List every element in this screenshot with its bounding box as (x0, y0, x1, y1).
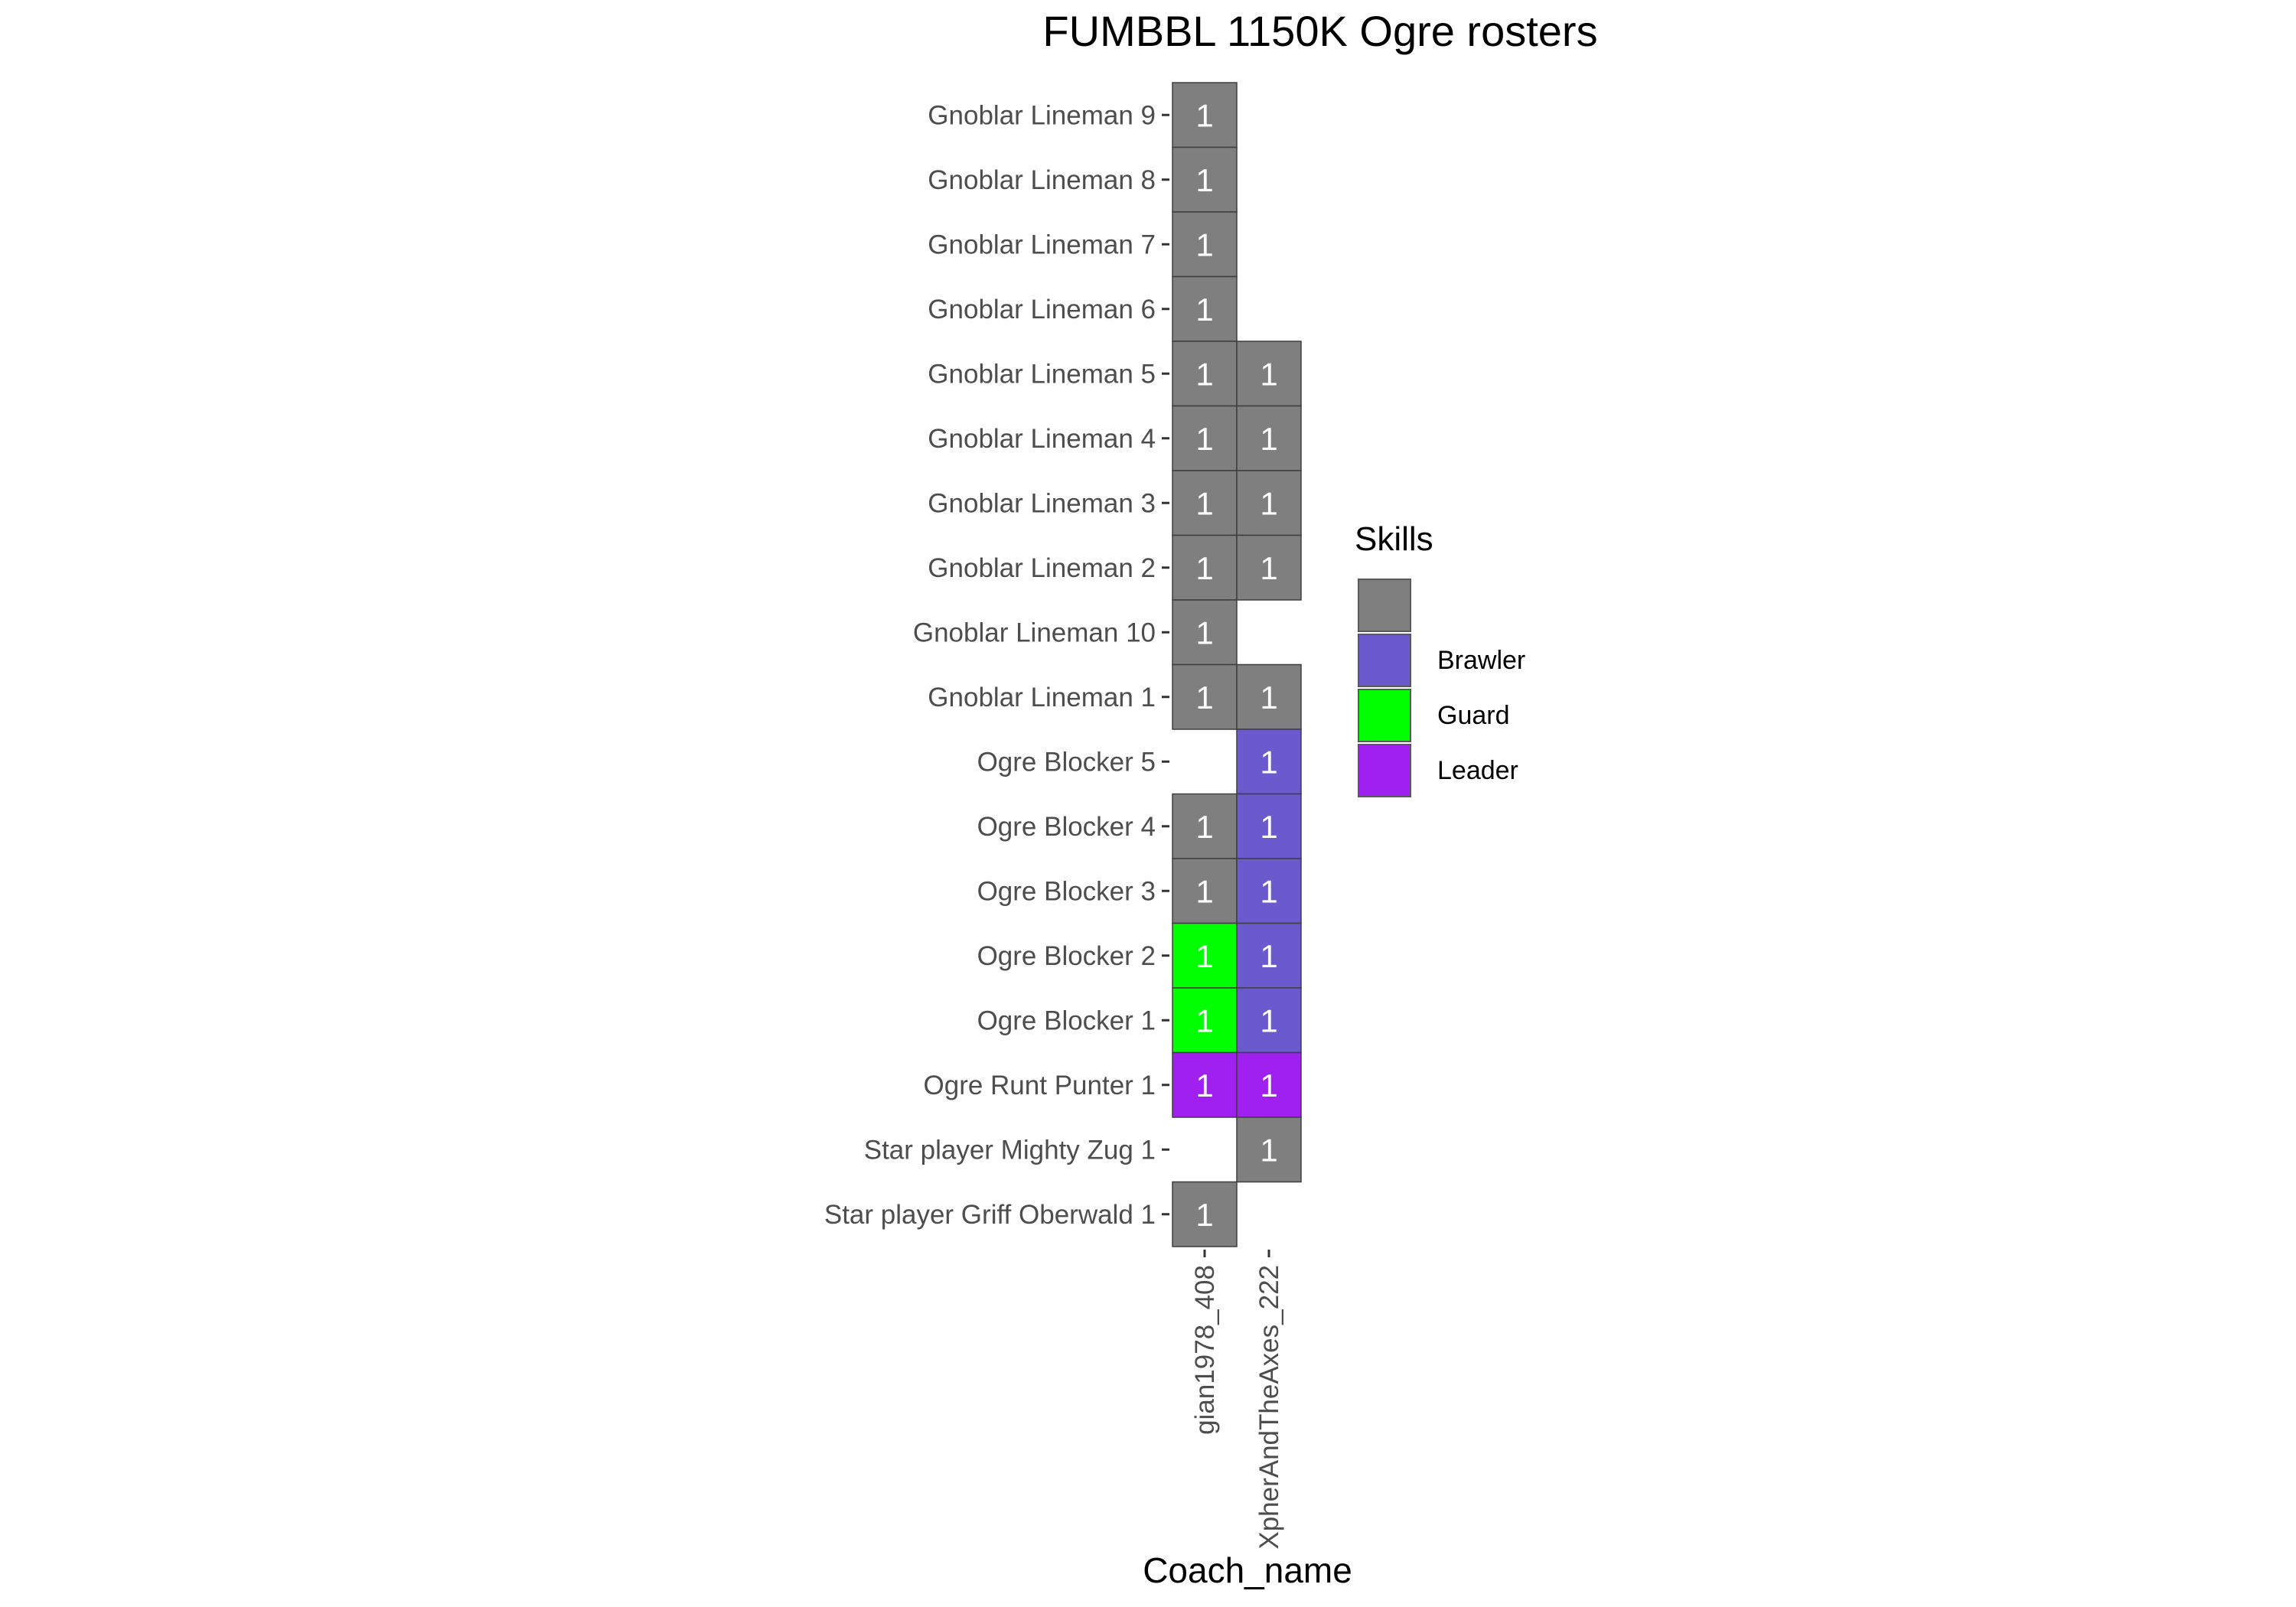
y-tick-label: Gnoblar Lineman 2 (928, 553, 1156, 583)
heatmap-cell-gian1978-408-star-player-griff-oberwald-1 (1172, 1181, 1238, 1247)
y-tick-label: Gnoblar Lineman 6 (928, 295, 1156, 324)
heatmap-cell-gian1978-408-gnoblar-lineman-8 (1172, 146, 1238, 213)
y-tick-label: Star player Griff Oberwald 1 (824, 1200, 1156, 1230)
cell-value-label: 1 (1195, 485, 1213, 521)
cell-value-label: 1 (1195, 550, 1213, 586)
heatmap-cell-gian1978-408-gnoblar-lineman-3 (1172, 470, 1238, 536)
y-tick-label: Ogre Runt Punter 1 (924, 1071, 1156, 1100)
legend-label-brawler: Brawler (1437, 646, 1526, 675)
y-tick-label: Ogre Blocker 2 (977, 941, 1156, 971)
legend-swatch-brawler (1358, 634, 1411, 687)
legend-item-guard: Guard (1355, 689, 1615, 744)
chart-title: FUMBBL 1150K Ogre rosters (1042, 7, 1598, 55)
x-tick-label: XpherAndTheAxes_222 (1254, 1265, 1284, 1550)
cell-value-label: 1 (1260, 873, 1277, 909)
heatmap-cell-xpherandtheaxes-222-star-player-mighty-zug-1 (1236, 1116, 1302, 1183)
cell-value-label: 1 (1260, 356, 1277, 392)
legend-label-leader: Leader (1437, 756, 1518, 785)
y-tick-label: Ogre Blocker 1 (977, 1006, 1156, 1035)
heatmap-cell-gian1978-408-gnoblar-lineman-7 (1172, 211, 1238, 278)
heatmap-cell-gian1978-408-ogre-blocker-3 (1172, 858, 1238, 924)
x-axis-title: Coach_name (1143, 1550, 1352, 1590)
cell-value-label: 1 (1195, 809, 1213, 845)
legend-swatch-none (1358, 579, 1411, 632)
cell-value-label: 1 (1260, 809, 1277, 845)
cell-value-label: 1 (1260, 1132, 1277, 1168)
legend-swatch-guard (1358, 689, 1411, 742)
heatmap-cell-xpherandtheaxes-222-gnoblar-lineman-4 (1236, 405, 1302, 471)
cell-value-label: 1 (1195, 162, 1213, 198)
heatmap-cell-xpherandtheaxes-222-ogre-blocker-2 (1236, 922, 1302, 989)
cell-value-label: 1 (1195, 421, 1213, 457)
legend-item-none (1355, 579, 1615, 634)
y-tick-label: Gnoblar Lineman 10 (913, 618, 1156, 647)
cell-value-label: 1 (1195, 1002, 1213, 1038)
legend: Skills Brawler Guard Leader (1355, 520, 1615, 804)
heatmap-cell-xpherandtheaxes-222-gnoblar-lineman-3 (1236, 470, 1302, 536)
heatmap-cell-xpherandtheaxes-222-gnoblar-lineman-1 (1236, 663, 1302, 730)
heatmap-cell-gian1978-408-ogre-blocker-4 (1172, 793, 1238, 859)
legend-swatch-leader (1358, 744, 1411, 797)
y-tick-label: Gnoblar Lineman 4 (928, 424, 1156, 454)
cell-value-label: 1 (1260, 421, 1277, 457)
y-tick-label: Ogre Blocker 4 (977, 812, 1156, 842)
heatmap-cell-xpherandtheaxes-222-ogre-blocker-4 (1236, 793, 1302, 859)
cell-value-label: 1 (1260, 485, 1277, 521)
heatmap-cell-gian1978-408-gnoblar-lineman-10 (1172, 599, 1238, 666)
cell-value-label: 1 (1260, 1068, 1277, 1103)
cell-value-label: 1 (1195, 680, 1213, 715)
heatmap-cell-xpherandtheaxes-222-ogre-blocker-3 (1236, 858, 1302, 924)
cell-value-label: 1 (1195, 97, 1213, 133)
cell-value-label: 1 (1195, 873, 1213, 909)
heatmap-cell-gian1978-408-ogre-blocker-2 (1172, 922, 1238, 989)
heatmap-cell-xpherandtheaxes-222-ogre-runt-punter-1 (1236, 1051, 1302, 1118)
cell-value-label: 1 (1195, 356, 1213, 392)
y-tick-label: Gnoblar Lineman 8 (928, 165, 1156, 195)
y-tick-label: Gnoblar Lineman 1 (928, 683, 1156, 712)
cell-value-label: 1 (1195, 227, 1213, 262)
heatmap-cell-gian1978-408-ogre-blocker-1 (1172, 987, 1238, 1054)
heatmap-cell-xpherandtheaxes-222-gnoblar-lineman-2 (1236, 534, 1302, 601)
cell-value-label: 1 (1195, 1068, 1213, 1103)
legend-label-guard: Guard (1437, 701, 1510, 730)
cell-value-label: 1 (1195, 1197, 1213, 1233)
y-tick-label: Gnoblar Lineman 7 (928, 230, 1156, 259)
cell-value-label: 1 (1260, 1002, 1277, 1038)
heatmap-cell-gian1978-408-ogre-runt-punter-1 (1172, 1051, 1238, 1118)
heatmap-cell-gian1978-408-gnoblar-lineman-9 (1172, 82, 1238, 148)
y-tick-label: Ogre Blocker 3 (977, 876, 1156, 906)
cell-value-label: 1 (1260, 680, 1277, 715)
cell-value-label: 1 (1260, 744, 1277, 780)
y-tick-label: Gnoblar Lineman 9 (928, 100, 1156, 130)
y-tick-label: Ogre Blocker 5 (977, 747, 1156, 777)
y-tick-label: Gnoblar Lineman 5 (928, 359, 1156, 389)
legend-item-leader: Leader (1355, 744, 1615, 799)
cell-value-label: 1 (1260, 938, 1277, 974)
heatmap-cell-gian1978-408-gnoblar-lineman-1 (1172, 663, 1238, 730)
legend-item-brawler: Brawler (1355, 634, 1615, 689)
cell-value-label: 1 (1260, 550, 1277, 586)
y-tick-label: Star player Mighty Zug 1 (864, 1135, 1156, 1165)
cell-value-label: 1 (1195, 292, 1213, 328)
cell-value-label: 1 (1195, 614, 1213, 650)
x-tick-label: gian1978_408 (1190, 1265, 1220, 1435)
y-tick-label: Gnoblar Lineman 3 (928, 488, 1156, 518)
legend-title: Skills (1355, 520, 1433, 558)
heatmap-cell-xpherandtheaxes-222-ogre-blocker-1 (1236, 987, 1302, 1054)
cell-value-label: 1 (1195, 938, 1213, 974)
heatmap-cell-xpherandtheaxes-222-ogre-blocker-5 (1236, 729, 1302, 795)
